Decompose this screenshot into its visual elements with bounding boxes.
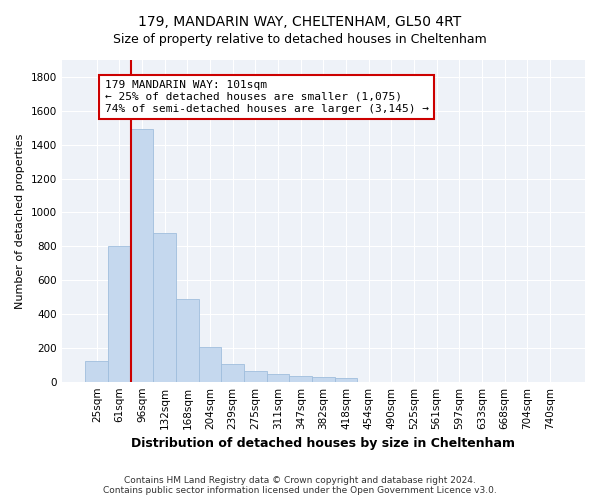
- Bar: [312, 378, 335, 382]
- Bar: [154, 232, 176, 382]
- Bar: [335, 378, 358, 382]
- Bar: [199, 347, 221, 382]
- X-axis label: Distribution of detached houses by size in Cheltenham: Distribution of detached houses by size …: [131, 437, 515, 450]
- Text: Contains HM Land Registry data © Crown copyright and database right 2024.
Contai: Contains HM Land Registry data © Crown c…: [103, 476, 497, 495]
- Text: Size of property relative to detached houses in Cheltenham: Size of property relative to detached ho…: [113, 32, 487, 46]
- Bar: [244, 370, 266, 382]
- Y-axis label: Number of detached properties: Number of detached properties: [15, 133, 25, 308]
- Text: 179 MANDARIN WAY: 101sqm
← 25% of detached houses are smaller (1,075)
74% of sem: 179 MANDARIN WAY: 101sqm ← 25% of detach…: [105, 80, 429, 114]
- Bar: [266, 374, 289, 382]
- Bar: [289, 376, 312, 382]
- Text: 179, MANDARIN WAY, CHELTENHAM, GL50 4RT: 179, MANDARIN WAY, CHELTENHAM, GL50 4RT: [139, 15, 461, 29]
- Bar: [85, 360, 108, 382]
- Bar: [108, 246, 131, 382]
- Bar: [131, 130, 154, 382]
- Bar: [176, 298, 199, 382]
- Bar: [221, 364, 244, 382]
